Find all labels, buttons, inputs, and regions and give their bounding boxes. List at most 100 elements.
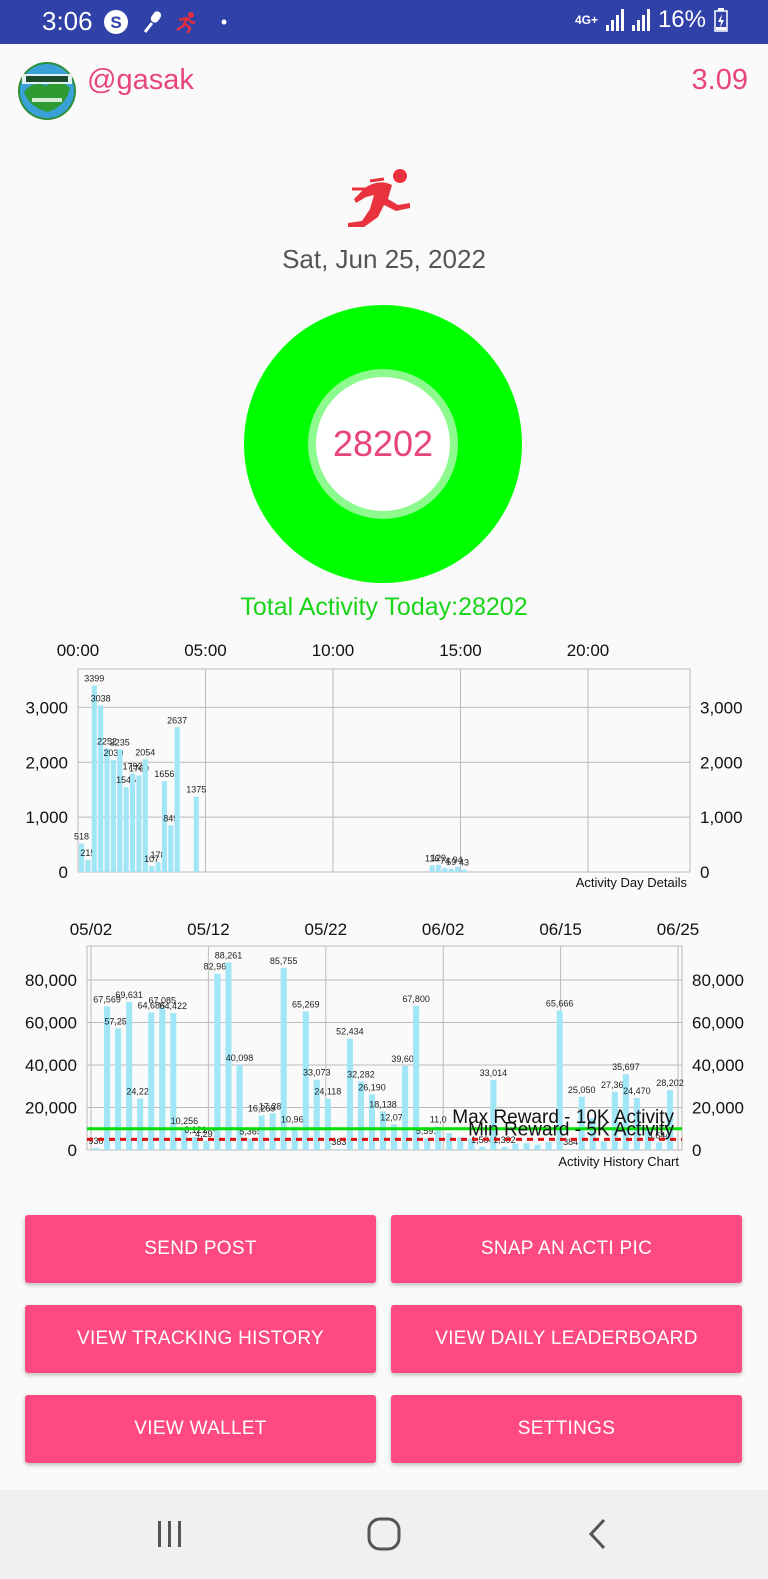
bar xyxy=(130,773,136,872)
x-tick: 20:00 xyxy=(567,641,610,660)
bar xyxy=(455,866,461,872)
data-label: 65,269 xyxy=(292,999,320,1009)
view-tracking-history-button[interactable]: VIEW TRACKING HISTORY xyxy=(25,1305,376,1373)
recent-apps-icon[interactable] xyxy=(149,1514,189,1554)
data-label: 1,392 xyxy=(493,1135,516,1145)
date-label: Sat, Jun 25, 2022 xyxy=(282,244,486,274)
data-label: 2054 xyxy=(135,747,155,757)
bar xyxy=(468,1138,475,1150)
back-icon[interactable] xyxy=(579,1514,619,1554)
bar xyxy=(137,1098,144,1150)
bar xyxy=(457,1137,464,1150)
data-label: 28,202 xyxy=(656,1078,684,1088)
bar xyxy=(413,1005,420,1150)
data-label: 12,070 xyxy=(380,1112,408,1122)
status-time: 3:06 xyxy=(42,6,93,36)
view-daily-leaderboard-button[interactable]: VIEW DAILY LEADERBOARD xyxy=(391,1305,742,1373)
data-label: 518 xyxy=(74,832,89,842)
bar xyxy=(110,760,116,872)
data-label: 1375 xyxy=(186,785,206,795)
send-post-button[interactable]: SEND POST xyxy=(25,1215,376,1283)
bar xyxy=(193,796,199,872)
bar xyxy=(534,1144,541,1150)
bar xyxy=(236,1064,243,1150)
bar xyxy=(181,1128,188,1150)
bar xyxy=(126,1002,133,1150)
activity-day-chart-svg: 0 0 1,000 1,000 2,000 2,000 3,000 3,000 00:00 05:… xyxy=(25,641,743,890)
bar xyxy=(644,1128,651,1150)
navigation-bar xyxy=(0,1490,768,1579)
bar xyxy=(79,843,85,872)
y-tick-left: 20,000 xyxy=(25,1099,77,1118)
username[interactable]: @gasak xyxy=(87,64,194,96)
data-label: 2252 xyxy=(97,736,117,746)
data-label: 1760 xyxy=(129,763,149,773)
data-label: 3399 xyxy=(84,674,104,684)
bar xyxy=(148,1012,155,1150)
bar xyxy=(545,1141,552,1150)
data-label: 383 xyxy=(331,1137,346,1147)
bar xyxy=(117,749,123,872)
data-label: 85,755 xyxy=(270,956,298,966)
x-tick: 05/02 xyxy=(70,920,113,939)
bar xyxy=(313,1079,320,1150)
snap-activity-pic-button[interactable]: SNAP AN ACTI PIC xyxy=(391,1215,742,1283)
activity-ring: 28202 xyxy=(244,305,522,583)
data-label: 35,697 xyxy=(612,1062,640,1072)
status-bar: 3:06 S • 4G+ 16% xyxy=(0,0,768,44)
data-label: 5,365 xyxy=(239,1127,262,1137)
data-label: 26,190 xyxy=(358,1082,386,1092)
data-label: 52,434 xyxy=(336,1027,364,1037)
bar xyxy=(357,1081,364,1150)
y-tick-right: 3,000 xyxy=(700,698,743,717)
data-label: 107 xyxy=(144,854,159,864)
bar xyxy=(578,1096,585,1150)
chart-title: Activity Day Details xyxy=(576,875,688,890)
max-reward-label: Max Reward - 10K Activity xyxy=(452,1107,674,1128)
data-label: 40,098 xyxy=(226,1053,254,1063)
bar xyxy=(174,727,180,872)
view-wallet-button[interactable]: VIEW WALLET xyxy=(25,1395,376,1463)
data-label: 33,073 xyxy=(303,1068,331,1078)
bar xyxy=(203,1140,210,1150)
bar xyxy=(402,1065,409,1150)
activity-day-chart: 0 0 1,000 1,000 2,000 2,000 3,000 3,000 00:00 05:… xyxy=(0,636,768,898)
data-label: 215 xyxy=(80,848,95,858)
y-tick-right: 60,000 xyxy=(692,1014,744,1033)
bar xyxy=(104,1006,111,1150)
bar xyxy=(104,748,110,872)
bar xyxy=(666,1090,674,1150)
data-label: 10,256 xyxy=(171,1116,199,1126)
data-label: 1792 xyxy=(123,762,143,772)
bar xyxy=(269,1113,276,1150)
bar xyxy=(346,1038,353,1150)
bar xyxy=(324,1098,331,1150)
data-label: 32,282 xyxy=(347,1069,375,1079)
y-tick-left: 60,000 xyxy=(25,1014,77,1033)
bar xyxy=(91,685,97,872)
total-activity-label: Total Activity Today:28202 xyxy=(240,593,528,621)
bar xyxy=(424,1138,431,1150)
bar xyxy=(479,1146,486,1150)
data-label: 2637 xyxy=(167,715,187,725)
data-label: 1656 xyxy=(154,769,174,779)
home-icon[interactable] xyxy=(364,1514,404,1554)
data-label: 24,470 xyxy=(623,1086,651,1096)
status-indicators: 4G+ 16% xyxy=(575,6,728,34)
bar xyxy=(379,1111,387,1150)
avatar[interactable] xyxy=(18,62,76,120)
data-label: 39,608 xyxy=(391,1054,419,1064)
y-tick-right: 80,000 xyxy=(692,971,744,990)
data-label: 2235 xyxy=(110,737,130,747)
settings-button[interactable]: SETTINGS xyxy=(391,1395,742,1463)
bar xyxy=(142,759,148,872)
bar xyxy=(168,825,174,872)
bar xyxy=(214,973,221,1150)
bar xyxy=(123,787,129,872)
balance: 3.09 xyxy=(691,64,748,96)
bar xyxy=(115,1028,122,1150)
data-label: 3,644 xyxy=(648,1130,671,1140)
data-label: 3038 xyxy=(91,693,111,703)
min-reward-label: Min Reward - 5K Activity xyxy=(468,1119,674,1140)
battery-icon xyxy=(714,8,728,32)
